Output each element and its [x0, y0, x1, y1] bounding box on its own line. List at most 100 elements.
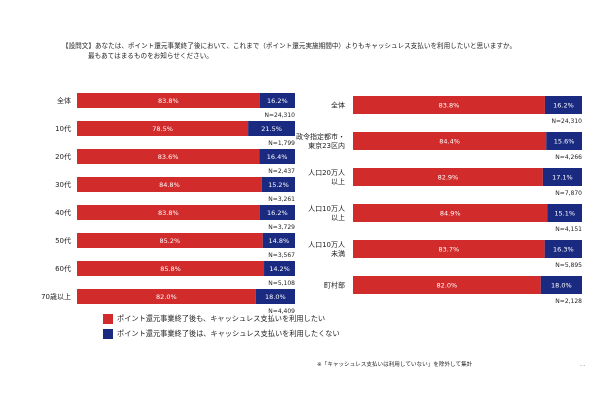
right-category-4-line-0: 人口10万人	[308, 241, 345, 249]
left-category-7: 70歳以上	[41, 292, 71, 301]
right-bar-no-2	[542, 168, 582, 186]
left-category-3: 30代	[55, 180, 71, 189]
right-category-1-line-0: 政令指定都市・	[296, 132, 345, 141]
left-label-no-1: 21.5%	[261, 125, 282, 133]
left-n-2: N=2,437	[268, 168, 295, 175]
left-n-5: N=3,567	[268, 252, 295, 259]
right-n-0: N=24,310	[551, 118, 582, 125]
left-label-yes-7: 82.0%	[156, 293, 177, 301]
left-category-1: 10代	[55, 124, 71, 133]
left-bar-no-5	[262, 233, 295, 248]
left-label-yes-1: 78.5%	[152, 125, 173, 133]
right-label-no-2: 17.1%	[552, 173, 573, 181]
right-label-no-3: 15.1%	[554, 209, 575, 217]
right-bar-no-5	[540, 276, 582, 294]
left-n-6: N=5,108	[268, 280, 295, 287]
left-category-6: 60代	[55, 264, 71, 273]
legend-swatch-yes	[103, 314, 113, 324]
right-category-2-line-1: 以上	[331, 177, 345, 186]
right-label-no-5: 18.0%	[551, 281, 572, 289]
right-category-3-line-0: 人口10万人	[308, 205, 345, 213]
left-label-yes-0: 83.8%	[158, 97, 179, 105]
right-bar-yes-4	[353, 240, 545, 258]
right-bar-yes-5	[353, 276, 541, 294]
left-label-yes-5: 85.2%	[160, 237, 181, 245]
left-label-no-2: 16.4%	[267, 153, 288, 161]
right-bar-yes-3	[353, 204, 548, 222]
left-label-no-3: 15.2%	[268, 181, 289, 189]
left-bar-yes-2	[77, 149, 260, 164]
left-bar-yes-7	[77, 289, 256, 304]
left-bar-no-1	[248, 121, 295, 136]
right-bar-no-0	[544, 96, 582, 114]
left-label-no-7: 18.0%	[265, 293, 286, 301]
right-label-yes-1: 84.4%	[439, 137, 460, 145]
footnote: ※「キャッシュレス支払いは利用していない」を除外して集計	[317, 362, 473, 368]
left-label-no-5: 14.8%	[269, 237, 290, 245]
left-label-yes-6: 85.8%	[160, 265, 181, 273]
question-text: 【設問文】あなたは、ポイント還元事業終了後において、これまで（ポイント還元実施期…	[62, 41, 582, 61]
legend: ポイント還元事業終了後も、キャッシュレス支払いを利用したい ポイント還元事業終了…	[103, 312, 340, 342]
right-label-yes-4: 83.7%	[439, 245, 460, 253]
left-bar-yes-5	[77, 233, 263, 248]
left-n-4: N=3,729	[268, 224, 295, 231]
left-n-7: N=4,409	[268, 308, 295, 315]
left-label-no-6: 14.2%	[269, 265, 290, 273]
left-category-4: 40代	[55, 208, 71, 217]
right-category-3-line-1: 以上	[331, 213, 345, 222]
left-bar-no-2	[259, 149, 295, 164]
right-label-no-0: 16.2%	[553, 101, 574, 109]
legend-item-yes: ポイント還元事業終了後も、キャッシュレス支払いを利用したい	[103, 312, 340, 326]
left-n-0: N=24,310	[264, 112, 295, 119]
right-label-yes-0: 83.8%	[439, 101, 460, 109]
left-n-1: N=1,799	[268, 140, 295, 147]
question-line-2: 最もあてはまるものをお知らせください。	[88, 52, 213, 60]
right-label-no-1: 15.6%	[554, 137, 575, 145]
legend-label-no: ポイント還元事業終了後は、キャッシュレス支払いを利用したくない	[117, 329, 340, 338]
right-bar-no-3	[547, 204, 582, 222]
right-category-0: 全体	[331, 101, 345, 110]
right-category-1-line-1: 東京23区内	[308, 141, 345, 150]
right-n-4: N=5,895	[555, 262, 582, 269]
right-bar-yes-0	[353, 96, 545, 114]
left-bar-no-4	[259, 205, 295, 220]
left-label-no-0: 16.2%	[267, 97, 288, 105]
left-label-yes-2: 83.6%	[158, 153, 179, 161]
left-label-yes-4: 83.8%	[158, 209, 179, 217]
right-n-3: N=4,151	[555, 226, 582, 233]
right-bar-no-4	[544, 240, 582, 258]
left-label-no-4: 16.2%	[267, 209, 288, 217]
page-mark: - -	[580, 363, 586, 369]
left-bar-yes-0	[77, 93, 260, 108]
left-bar-no-7	[255, 289, 295, 304]
left-bar-no-6	[264, 261, 295, 276]
left-bar-yes-3	[77, 177, 262, 192]
right-n-5: N=2,128	[555, 298, 582, 305]
right-category-5: 町村部	[324, 281, 345, 290]
right-label-yes-5: 82.0%	[437, 281, 458, 289]
right-label-no-4: 16.3%	[553, 245, 574, 253]
right-n-2: N=7,870	[555, 190, 582, 197]
right-bar-yes-1	[353, 132, 547, 150]
question-line-1: 【設問文】あなたは、ポイント還元事業終了後において、これまで（ポイント還元実施期…	[62, 42, 517, 50]
legend-label-yes: ポイント還元事業終了後も、キャッシュレス支払いを利用したい	[117, 314, 326, 323]
left-bar-yes-4	[77, 205, 260, 220]
legend-swatch-no	[103, 329, 113, 339]
left-label-yes-3: 84.8%	[159, 181, 180, 189]
left-bar-no-3	[261, 177, 295, 192]
left-n-3: N=3,261	[268, 196, 295, 203]
right-bar-no-1	[546, 132, 582, 150]
left-bar-yes-6	[77, 261, 265, 276]
legend-item-no: ポイント還元事業終了後は、キャッシュレス支払いを利用したくない	[103, 327, 340, 341]
right-bar-yes-2	[353, 168, 543, 186]
right-n-1: N=4,266	[555, 154, 582, 161]
right-label-yes-3: 84.9%	[440, 209, 461, 217]
right-label-yes-2: 82.9%	[438, 173, 459, 181]
left-category-5: 50代	[55, 236, 71, 245]
left-bar-no-0	[259, 93, 295, 108]
left-category-2: 20代	[55, 152, 71, 161]
right-category-4-line-1: 未満	[331, 249, 345, 258]
right-category-2-line-0: 人口20万人	[308, 169, 345, 177]
left-bar-yes-1	[77, 121, 249, 136]
